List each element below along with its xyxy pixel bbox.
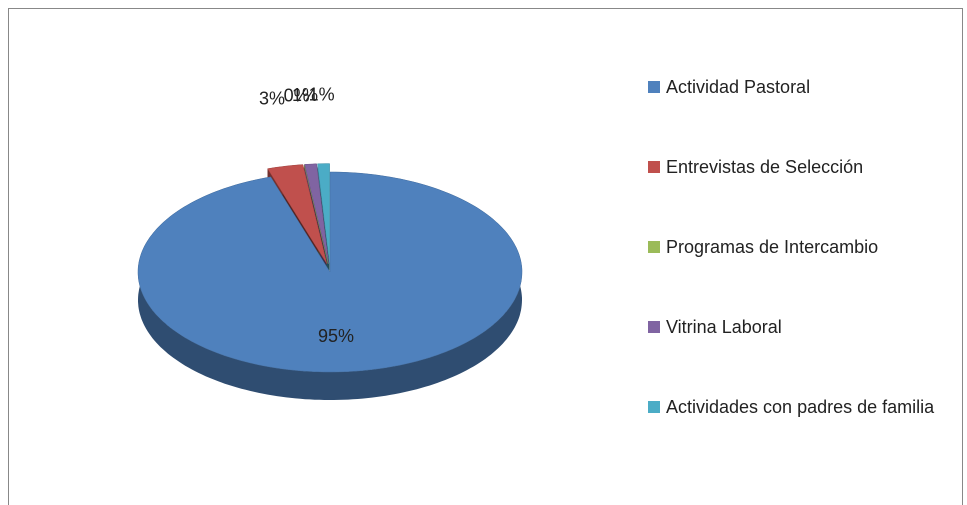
data-label: 3% bbox=[259, 89, 285, 109]
legend-swatch bbox=[648, 161, 660, 173]
legend-swatch bbox=[648, 81, 660, 93]
legend-label: Programas de Intercambio bbox=[666, 237, 879, 257]
data-label: 0% bbox=[284, 86, 310, 106]
slice bbox=[137, 171, 523, 373]
slice bbox=[267, 164, 328, 264]
legend-entry: Actividad Pastoral bbox=[648, 74, 960, 100]
slice bbox=[303, 164, 329, 264]
legend-swatch bbox=[648, 401, 660, 413]
slice bbox=[304, 163, 329, 264]
legend-entry: Vitrina Laboral bbox=[648, 314, 960, 340]
legend-label: Actividades con padres de familia bbox=[666, 397, 935, 417]
legend-label: Actividad Pastoral bbox=[666, 77, 811, 97]
slice bbox=[317, 163, 330, 264]
data-label: 1% bbox=[309, 84, 335, 104]
legend-entry: Entrevistas de Selección bbox=[648, 154, 960, 180]
legend-label: Vitrina Laboral bbox=[666, 317, 782, 337]
data-label: 95% bbox=[318, 326, 354, 346]
chart-frame bbox=[8, 8, 963, 505]
legend-swatch bbox=[648, 241, 660, 253]
legend-label: Entrevistas de Selección bbox=[666, 157, 864, 177]
legend-entry: Actividades con padres de familia bbox=[648, 394, 960, 420]
legend-entry: Programas de Intercambio bbox=[648, 234, 960, 260]
legend-swatch bbox=[648, 321, 660, 333]
data-label: 1% bbox=[292, 85, 318, 105]
